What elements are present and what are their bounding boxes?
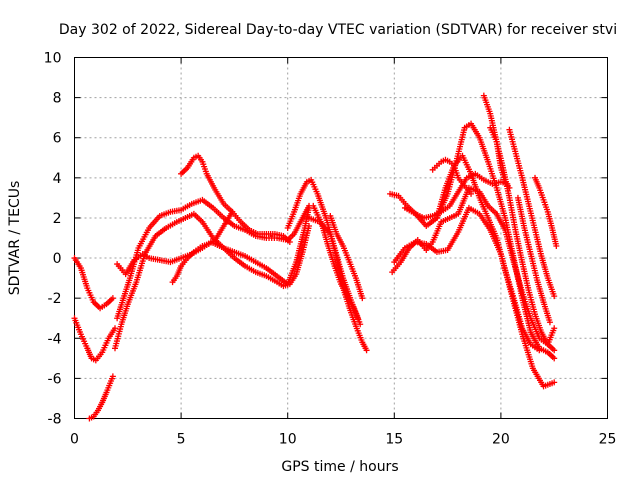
data-point — [506, 184, 513, 191]
y-tick-label: 4 — [53, 171, 62, 187]
x-tick-label: 10 — [279, 432, 297, 448]
chart-title: Day 302 of 2022, Sidereal Day-to-day VTE… — [59, 22, 617, 38]
series-track-k — [310, 202, 364, 328]
data-marks — [71, 92, 560, 422]
x-tick-label: 0 — [70, 432, 79, 448]
data-point — [551, 325, 558, 332]
data-point — [546, 319, 553, 326]
data-point — [306, 204, 313, 211]
series-track-p — [433, 152, 543, 354]
data-point — [553, 243, 560, 250]
y-tick-label: 6 — [53, 131, 62, 147]
series-track-b — [71, 315, 119, 364]
y-tick-label: -6 — [48, 371, 62, 387]
data-point — [551, 379, 558, 386]
x-tick-label: 25 — [599, 432, 617, 448]
data-point — [504, 180, 511, 187]
x-tick-label: 15 — [385, 432, 403, 448]
y-tick-label: 0 — [53, 251, 62, 267]
axis-ticks — [74, 57, 608, 419]
series-track-s — [487, 124, 513, 191]
y-tick-label: 2 — [53, 211, 62, 227]
grid-lines — [74, 57, 608, 419]
y-tick-label: -8 — [48, 412, 62, 428]
data-point — [306, 222, 313, 229]
series-track-t — [506, 126, 558, 300]
data-point — [468, 190, 475, 197]
data-point — [109, 373, 116, 380]
series-track-w — [401, 170, 511, 221]
series-track-l — [327, 212, 366, 302]
data-point — [112, 325, 119, 332]
series-track-v — [532, 174, 560, 250]
x-tick-label: 5 — [177, 432, 186, 448]
x-tick-label: 20 — [492, 432, 510, 448]
data-point — [109, 295, 116, 302]
data-point — [359, 295, 366, 302]
y-tick-label: 8 — [53, 91, 62, 107]
y-tick-label: -2 — [48, 291, 62, 307]
data-point — [286, 239, 293, 246]
x-axis-label: GPS time / hours — [281, 459, 398, 475]
series-track-f — [114, 222, 313, 290]
y-tick-label: 10 — [44, 51, 62, 67]
data-point — [536, 347, 543, 354]
y-tick-label: -4 — [48, 331, 62, 347]
series-track-u — [514, 194, 553, 326]
data-point — [363, 347, 370, 354]
plot-frame — [74, 57, 608, 419]
series-track-h — [178, 152, 293, 246]
y-axis-label: SDTVAR / TECUs — [7, 181, 23, 296]
data-point — [357, 321, 364, 328]
data-point — [551, 355, 558, 362]
series-track-e — [112, 204, 313, 352]
series-track-a — [71, 255, 116, 312]
data-point — [551, 293, 558, 300]
data-point — [551, 347, 558, 354]
series-track-c — [86, 373, 116, 422]
